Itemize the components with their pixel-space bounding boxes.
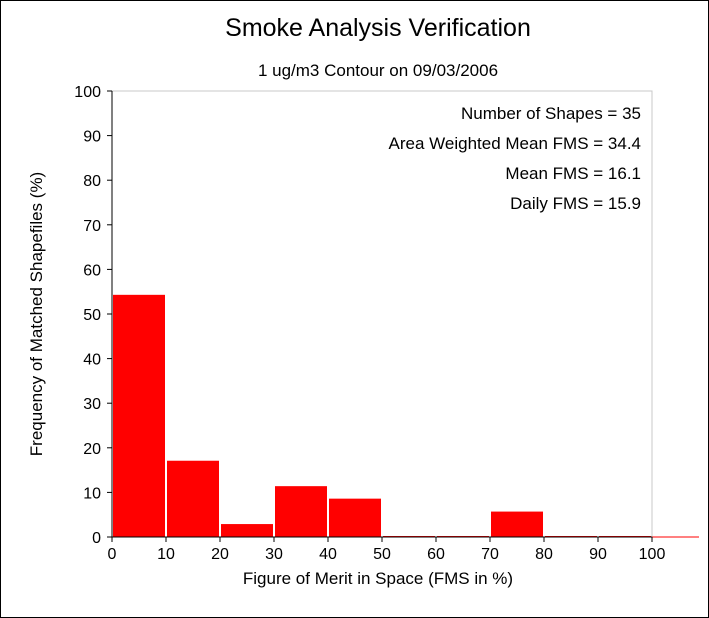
x-tick-label: 70 [481,546,499,563]
histogram-bar [329,498,381,537]
y-tick-label: 60 [83,262,101,279]
x-tick-label: 0 [108,546,117,563]
x-tick-label: 40 [319,546,337,563]
x-tick-label: 60 [427,546,445,563]
y-tick-label: 10 [83,485,101,502]
chart-subtitle: 1 ug/m3 Contour on 09/03/2006 [258,61,498,80]
histogram-bar [491,511,543,537]
y-tick-label: 40 [83,352,101,369]
histogram-bar [275,486,327,537]
x-axis-label: Figure of Merit in Space (FMS in %) [243,569,513,588]
y-tick-label: 20 [83,441,101,458]
y-tick-label: 30 [83,396,101,413]
x-tick-label: 90 [589,546,607,563]
y-tick-label: 0 [92,530,101,547]
y-tick-label: 50 [83,307,101,324]
stats-annotation: Mean FMS = 16.1 [505,164,641,183]
x-tick-label: 80 [535,546,553,563]
y-tick-label: 70 [83,218,101,235]
y-tick-label: 90 [83,129,101,146]
x-tick-label: 30 [265,546,283,563]
x-tick-label: 50 [373,546,391,563]
x-tick-label: 10 [157,546,175,563]
x-tick-label: 20 [211,546,229,563]
x-tick-label: 100 [639,546,666,563]
stats-annotation: Area Weighted Mean FMS = 34.4 [389,134,641,153]
y-axis-label: Frequency of Matched Shapefiles (%) [27,172,46,456]
histogram-bar [221,524,273,537]
chart-title: Smoke Analysis Verification [225,14,531,42]
stats-annotation: Number of Shapes = 35 [461,104,641,123]
stats-annotation: Daily FMS = 15.9 [510,194,641,213]
histogram-bar [167,460,219,537]
histogram-bar [113,294,165,537]
y-tick-label: 100 [74,84,101,101]
y-tick-label: 80 [83,173,101,190]
